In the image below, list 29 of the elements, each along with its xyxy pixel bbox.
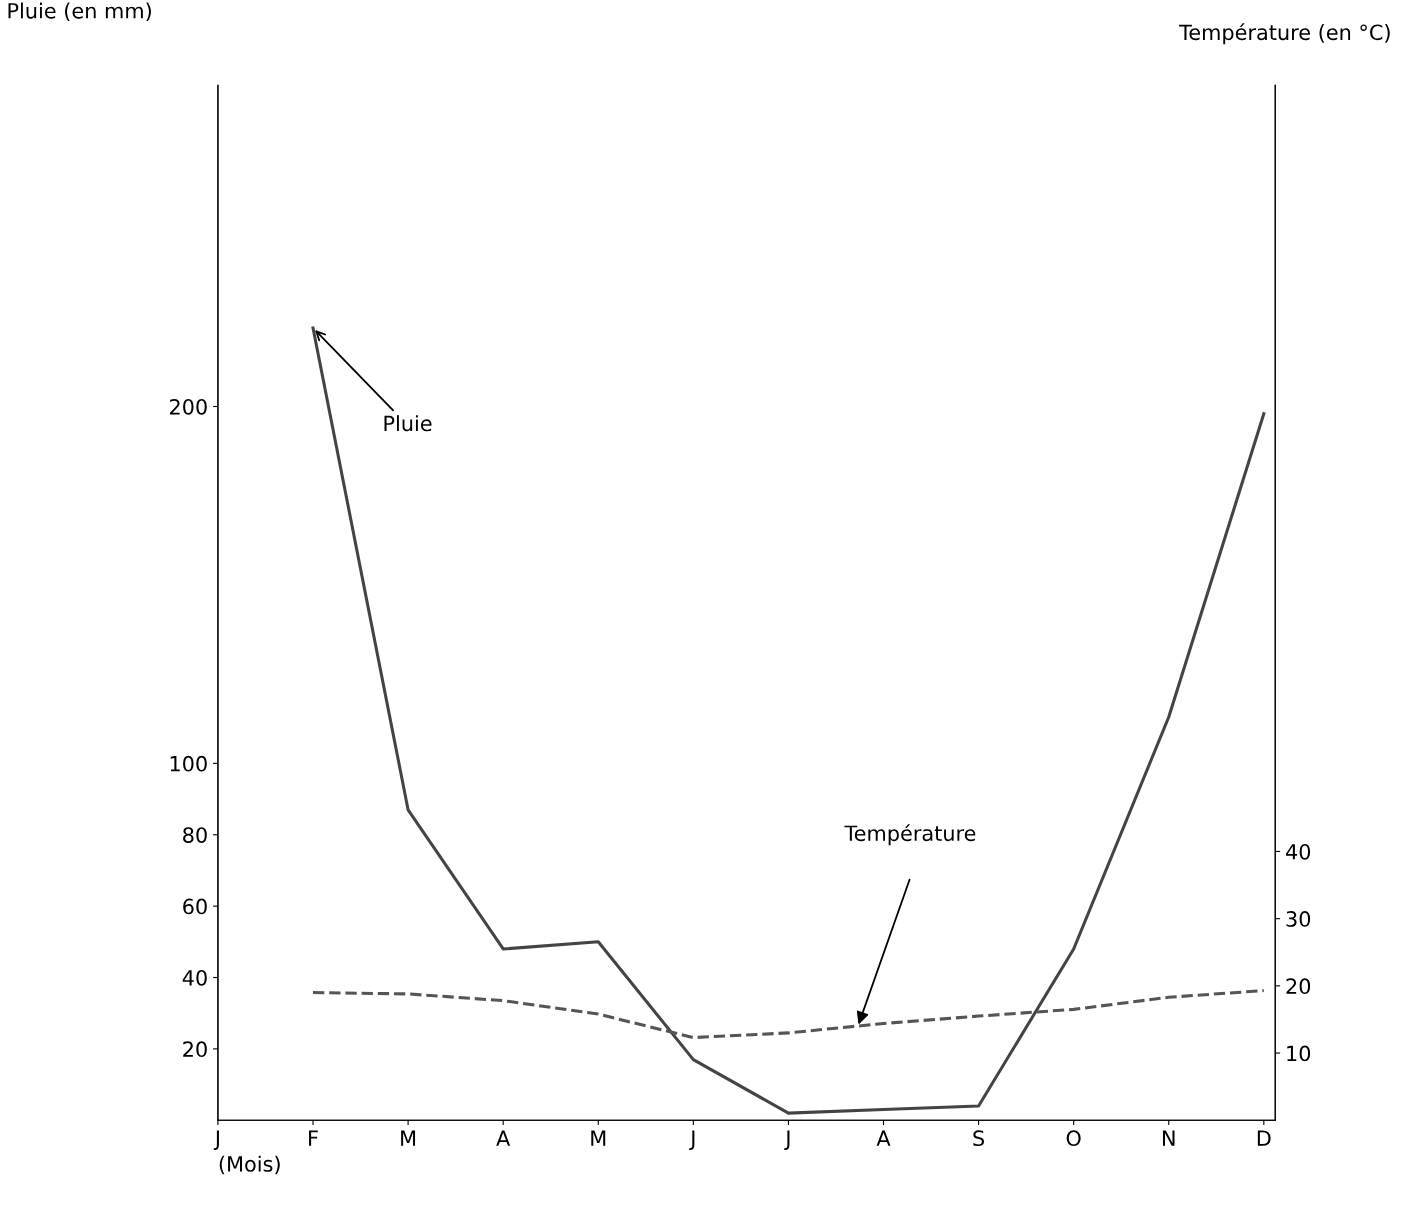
- x-tick-label: M: [401, 1130, 416, 1146]
- x-tick-label: S: [973, 1130, 985, 1147]
- x-tick-label: M: [591, 1130, 606, 1146]
- line-series: [311, 989, 1266, 1040]
- x-tick-label: O: [1066, 1130, 1081, 1147]
- x-tick-label: J: [784, 1130, 790, 1150]
- annotation: Pluie: [384, 415, 432, 432]
- y-tick-label: 60: [183, 898, 207, 915]
- y-tick-label: 80: [183, 827, 207, 843]
- line-series: [311, 326, 1266, 1115]
- y2-tick-label: 10: [1287, 1045, 1311, 1062]
- y-tick-label: 100: [170, 755, 207, 772]
- y-tick-label: 40: [182, 969, 207, 986]
- y2-tick-label: 40: [1285, 843, 1311, 860]
- annotation: Température: [844, 824, 976, 846]
- x-tick-label: N: [1163, 1130, 1175, 1146]
- x-axis-title: (Mois): [219, 1155, 280, 1175]
- x-tick-label: J: [213, 1130, 219, 1150]
- x-tick-label: J: [689, 1130, 695, 1150]
- y2-tick-label: 30: [1286, 911, 1311, 927]
- x-tick-label: F: [309, 1130, 318, 1146]
- x-tick-label: A: [876, 1130, 891, 1146]
- y-axis-title: Pluie (en mm): [8, 2, 151, 22]
- y2-axis-title: Température (en °C): [1179, 23, 1390, 45]
- y-tick-label: 200: [169, 398, 207, 415]
- x-tick-label: A: [496, 1130, 511, 1146]
- x-tick-label: D: [1257, 1130, 1271, 1146]
- y2-tick-label: 20: [1286, 978, 1311, 995]
- y-tick-label: 20: [183, 1041, 207, 1058]
